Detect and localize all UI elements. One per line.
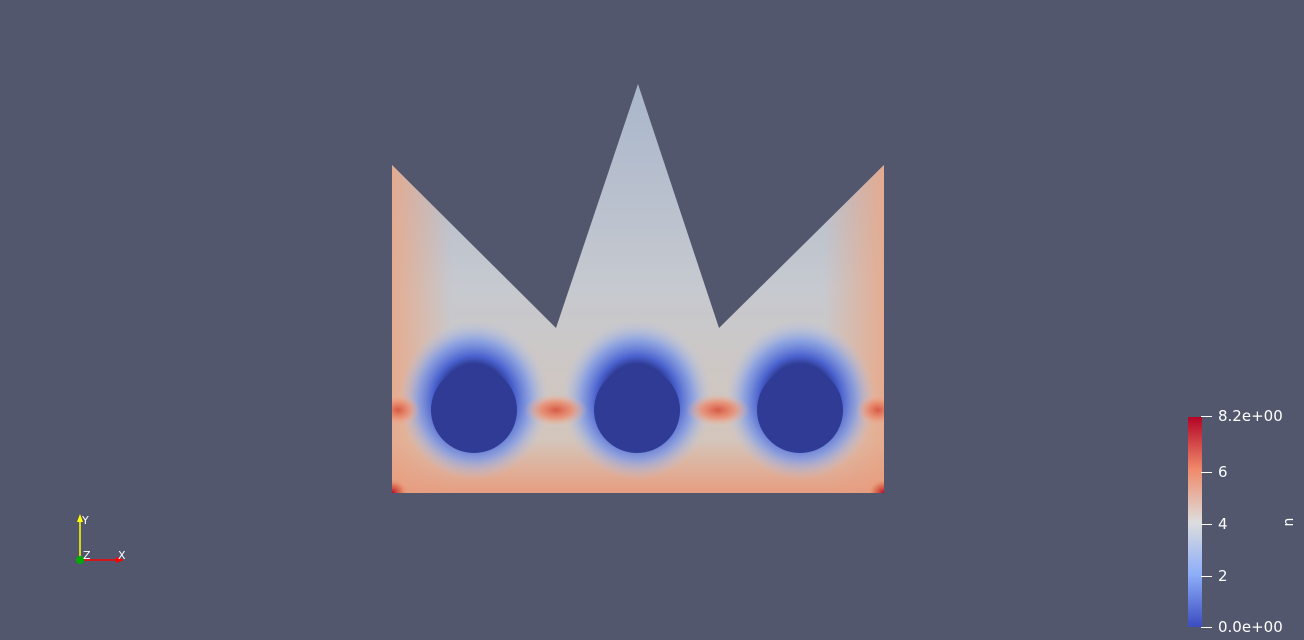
x-axis-arrow xyxy=(116,557,124,563)
colorbar-max-label: 8.2e+00 xyxy=(1218,407,1283,425)
y-axis-label: Y xyxy=(82,514,89,527)
colorbar-label-2: 2 xyxy=(1218,567,1228,585)
colorbar-label-4: 4 xyxy=(1218,515,1228,533)
colorbar-tick-4 xyxy=(1201,524,1212,525)
x-axis-label: X xyxy=(118,549,126,562)
colorbar-label-6: 6 xyxy=(1218,463,1228,481)
y-axis-arrow xyxy=(77,514,83,522)
hole-center xyxy=(594,367,680,453)
hole-left xyxy=(431,367,517,453)
colorbar-tick-6 xyxy=(1201,472,1212,473)
z-axis-dot xyxy=(76,556,84,564)
colorbar-tick-max xyxy=(1201,416,1212,417)
z-axis-label: Z xyxy=(83,549,91,562)
colorbar-gradient xyxy=(1188,417,1202,627)
hole-right xyxy=(757,367,843,453)
colorbar-tick-min xyxy=(1201,627,1212,628)
orientation-axes xyxy=(76,514,124,564)
colorbar-title: u xyxy=(1281,517,1297,527)
colorbar-tick-2 xyxy=(1201,576,1212,577)
colorbar-min-label: 0.0e+00 xyxy=(1218,618,1283,636)
